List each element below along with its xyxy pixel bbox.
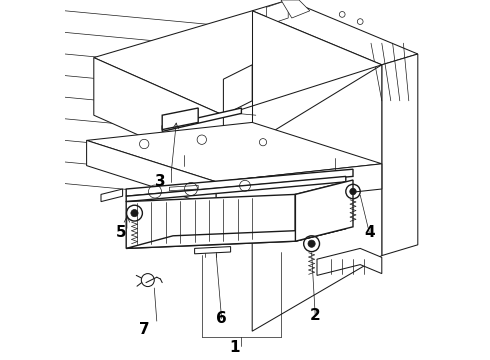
Text: 3: 3 xyxy=(155,174,166,189)
Polygon shape xyxy=(281,0,310,18)
Circle shape xyxy=(308,240,315,247)
Polygon shape xyxy=(223,65,252,115)
Polygon shape xyxy=(317,248,382,275)
Polygon shape xyxy=(101,189,122,202)
Text: 1: 1 xyxy=(229,340,240,355)
Polygon shape xyxy=(94,11,382,115)
Polygon shape xyxy=(195,247,231,254)
Polygon shape xyxy=(126,229,346,248)
Polygon shape xyxy=(252,65,382,331)
Polygon shape xyxy=(170,185,198,191)
Circle shape xyxy=(131,210,138,217)
Polygon shape xyxy=(162,108,198,130)
Polygon shape xyxy=(126,194,295,248)
Text: 5: 5 xyxy=(116,225,126,240)
Text: 7: 7 xyxy=(139,322,149,337)
Text: 2: 2 xyxy=(310,307,320,323)
Polygon shape xyxy=(382,54,418,256)
Text: 6: 6 xyxy=(216,311,227,326)
Text: 4: 4 xyxy=(364,225,374,240)
Polygon shape xyxy=(94,58,223,173)
Polygon shape xyxy=(162,108,242,131)
Polygon shape xyxy=(126,169,353,196)
Polygon shape xyxy=(87,140,216,207)
Polygon shape xyxy=(295,182,346,241)
Polygon shape xyxy=(267,0,288,25)
Circle shape xyxy=(350,188,356,195)
Polygon shape xyxy=(216,164,382,207)
Polygon shape xyxy=(252,0,418,65)
Polygon shape xyxy=(126,176,346,202)
Polygon shape xyxy=(87,122,382,182)
Polygon shape xyxy=(295,180,353,241)
